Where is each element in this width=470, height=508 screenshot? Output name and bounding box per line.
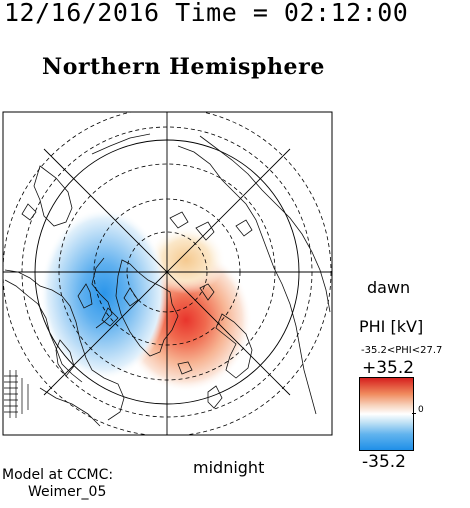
colorbar-min-label: -35.2 (362, 452, 406, 472)
coastlines (4, 133, 331, 427)
grid-ticks (4, 370, 29, 418)
hemisphere-title: Northern Hemisphere (42, 54, 325, 80)
midnight-label: midnight (193, 458, 265, 477)
colorbar (359, 377, 414, 451)
legend-range: -35.2<PHI<27.7 (361, 345, 443, 356)
model-credit-line2: Weimer_05 (28, 484, 107, 500)
polar-map (2, 111, 333, 436)
model-credit-line1: Model at CCMC: (2, 467, 114, 483)
legend-title: PHI [kV] (359, 317, 424, 336)
colorbar-zero-label: 0 (418, 405, 424, 415)
colorbar-max-label: +35.2 (362, 358, 415, 378)
timestamp: 12/16/2016 Time = 02:12:00 (4, 0, 409, 27)
colorbar-zero-tick (412, 413, 416, 414)
dawn-label: dawn (367, 278, 411, 297)
dusk-cell (40, 208, 168, 380)
